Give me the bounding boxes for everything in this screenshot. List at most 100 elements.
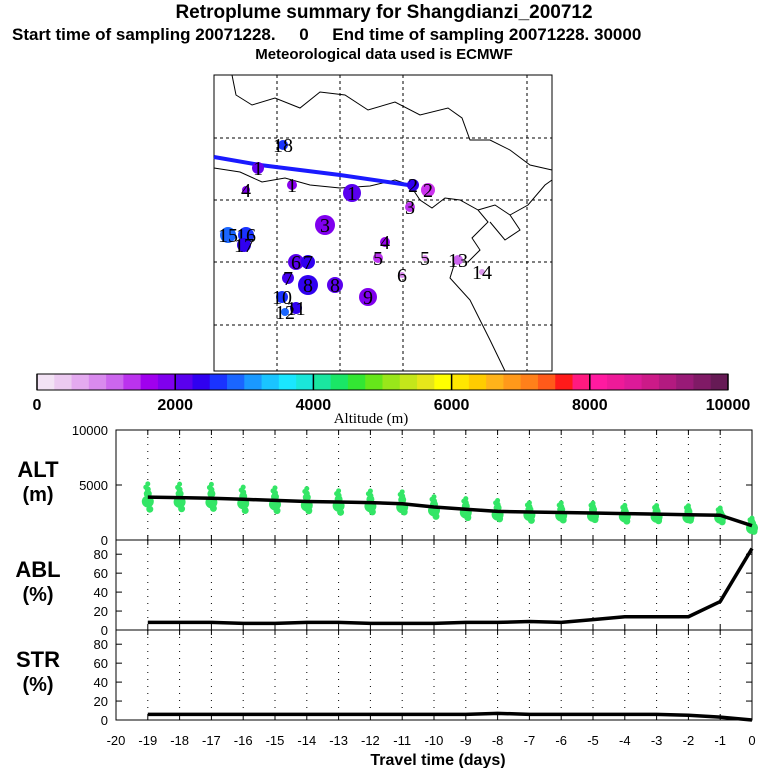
altitude-dot [273, 507, 281, 515]
panel-ytick-label: 40 [94, 675, 108, 690]
altitude-dot [686, 516, 694, 524]
x-axis-label: Travel time (days) [370, 752, 505, 768]
colorbar-cell [434, 374, 453, 390]
altitude-dot [398, 495, 407, 504]
plume-marker-label: 4 [380, 232, 390, 254]
map-frame [213, 74, 553, 372]
plume-marker-label: 3 [320, 215, 330, 237]
altitude-dot [270, 488, 276, 494]
panel-ytick-label: 80 [94, 547, 108, 562]
plume-marker [399, 272, 405, 278]
altitude-dot [365, 491, 371, 497]
panel-ytick-label: 80 [94, 637, 108, 652]
plume-marker [252, 162, 264, 174]
panel-line-alt [147, 495, 753, 528]
altitude-dot [334, 491, 340, 497]
colorbar-cell [296, 374, 314, 390]
plume-marker [315, 215, 335, 235]
x-tick-label: -12 [361, 733, 380, 748]
plume-marker [281, 308, 289, 316]
x-tick-label: -7 [524, 733, 536, 748]
plume-marker-label: 1 [287, 175, 297, 197]
panel-ytick-label: 60 [94, 656, 108, 671]
colorbar-cell [209, 374, 228, 390]
plume-marker [373, 253, 383, 263]
plume-marker [453, 255, 463, 265]
plume-marker-label: 2 [408, 175, 418, 197]
altitude-dot [652, 505, 658, 511]
colorbar-cell [71, 374, 90, 390]
colorbar-cell [278, 374, 297, 390]
altitude-dot [750, 527, 758, 535]
altitude-dot [747, 517, 753, 523]
altitude-dot [588, 502, 594, 508]
x-axis: -20 -19 -18 -17 -16 -15 -14 -13 -12 -11 -10 -9 -8 -7-… [107, 733, 756, 768]
plume-marker [421, 183, 435, 197]
plume-marker-label: 4 [241, 180, 251, 202]
colorbar-cell [175, 374, 193, 390]
panel-ytick-label: 60 [94, 566, 108, 581]
colorbar-cell [676, 374, 694, 390]
plume-marker-label: 6 [291, 252, 301, 274]
altitude-dot [337, 508, 345, 516]
colorbar-cell [157, 374, 176, 390]
plume-marker [479, 269, 485, 275]
plume-marker-label: 15 [218, 225, 238, 247]
colorbar-cell [106, 374, 124, 390]
panel-ytick-label: 20 [94, 694, 108, 709]
altitude-dot [146, 505, 154, 513]
time-series-panels: 1000050000ALT(m)806040200ABL(%)806040200… [15, 423, 758, 768]
plume-marker-label: 10 [272, 287, 292, 309]
plume-marker-label: 17 [234, 235, 254, 257]
panel-abl: 80 60 40 20 0 ABL(%) [15, 539, 754, 638]
altitude-dot [209, 504, 217, 512]
colorbar-cell [451, 374, 470, 390]
x-tick-label: -3 [651, 733, 663, 748]
altitude-dot [241, 506, 249, 514]
meteorology-subtitle: Meteorological data used is ECMWF [255, 46, 513, 63]
x-tick-label: -6 [555, 733, 567, 748]
x-tick-label: -9 [460, 733, 472, 748]
plume-marker [278, 140, 288, 150]
altitude-dot [620, 504, 626, 510]
altitude-dot [397, 491, 403, 497]
x-tick-label: -5 [587, 733, 599, 748]
colorbar-cell [140, 374, 159, 390]
altitude-dot [461, 498, 467, 504]
colorbar-cell [417, 374, 435, 390]
altitude-dot [655, 517, 663, 525]
panel-ytick-label: 10000 [72, 423, 108, 438]
colorbar-cell [710, 374, 729, 390]
panel-ytick-label: 0 [101, 533, 108, 548]
colorbar-cell [537, 374, 556, 390]
colorbar-cell [244, 374, 263, 390]
plume-marker-label: 12 [275, 302, 295, 324]
panel-ytick-label: 20 [94, 604, 108, 619]
chart-title: Retroplume summary for Shangdianzi_20071… [175, 2, 593, 23]
colorbar-tick-label: 10000 [706, 397, 751, 414]
panel-ylabel-unit: (m) [22, 484, 53, 506]
altitude-dot [143, 484, 149, 490]
colorbar-cell [520, 374, 539, 390]
plume-marker-label: 3 [405, 197, 415, 219]
plume-marker [282, 272, 294, 284]
x-tick-label: -13 [329, 733, 348, 748]
colorbar-cell [658, 374, 677, 390]
colorbar-cell [88, 374, 107, 390]
x-tick-label: -16 [234, 733, 253, 748]
colorbar-cell [54, 374, 73, 390]
altitude-dot [432, 512, 440, 520]
panel-ytick-label: 0 [101, 713, 108, 728]
x-tick-label: -4 [619, 733, 631, 748]
altitude-dot [715, 507, 721, 513]
panel-alt: 10000 5000 0 ALT(m) [17, 423, 758, 548]
panel-ytick-label: 40 [94, 585, 108, 600]
x-tick-label: -8 [492, 733, 504, 748]
panel-line-str [147, 711, 753, 722]
altitude-dot [559, 516, 567, 524]
plume-marker [407, 179, 419, 191]
x-tick-label: -15 [266, 733, 285, 748]
colorbar-label: Altitude (m) [334, 411, 409, 427]
x-tick-label: -1 [714, 733, 726, 748]
